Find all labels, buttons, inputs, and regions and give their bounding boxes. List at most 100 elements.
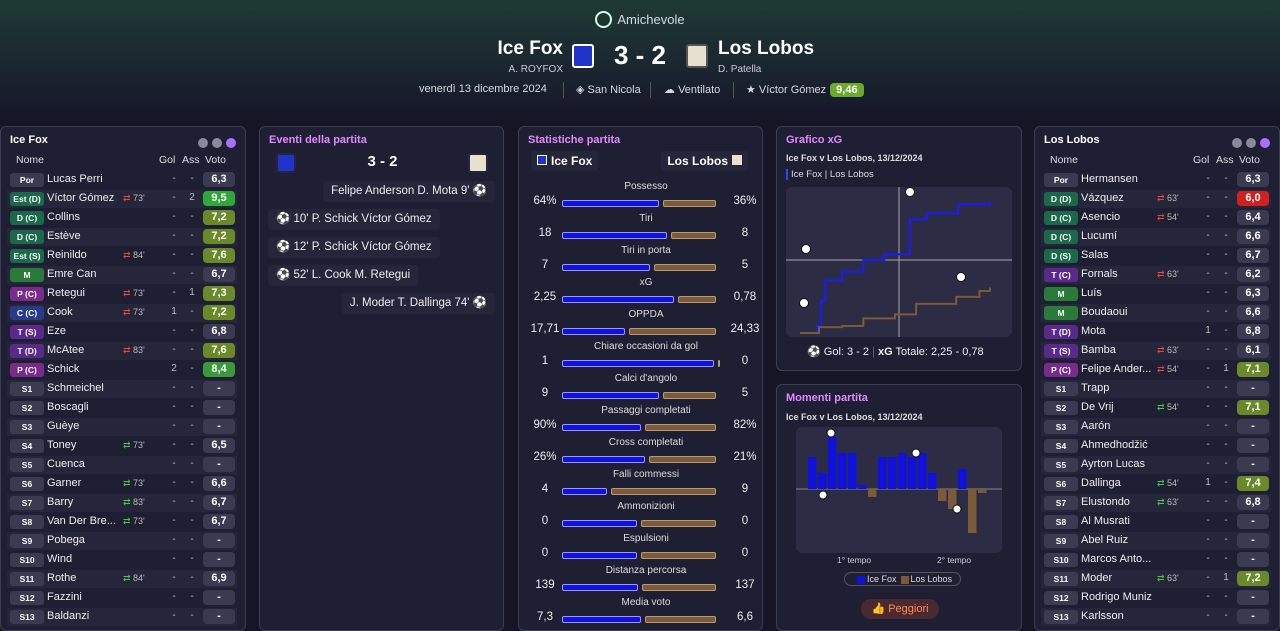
player-name[interactable]: Rothe xyxy=(47,572,77,584)
player-name[interactable]: Hermansen xyxy=(1081,173,1138,185)
player-row[interactable]: T (D) McAtee ⇄ 83' - -7,6 xyxy=(7,342,237,360)
player-row[interactable]: D (D) Vázquez ⇄ 63' - -6,0 xyxy=(1041,190,1271,208)
player-row[interactable]: S2 De Vrij ⇄ 54' - -7,1 xyxy=(1041,399,1271,417)
player-name[interactable]: Salas xyxy=(1081,249,1109,261)
player-row[interactable]: S9 Pobega - - - xyxy=(7,532,237,550)
player-name[interactable]: Baldanzi xyxy=(47,610,90,622)
player-name[interactable]: McAtee xyxy=(47,344,85,356)
dot-icon[interactable] xyxy=(1260,138,1270,148)
dot-icon[interactable] xyxy=(198,138,208,148)
player-row[interactable]: S8 Al Musrati - - - xyxy=(1041,513,1271,531)
player-row[interactable]: S13 Baldanzi - - - xyxy=(7,608,237,626)
player-name[interactable]: Aarón xyxy=(1081,420,1111,432)
player-name[interactable]: Ayrton Lucas xyxy=(1081,458,1146,470)
player-row[interactable]: S4 Toney ⇄ 73' - -6,5 xyxy=(7,437,237,455)
player-row[interactable]: S10 Marcos Anto... - - - xyxy=(1041,551,1271,569)
player-name[interactable]: Rodrigo Muniz xyxy=(1081,591,1152,603)
player-row[interactable]: M Boudaoui - -6,6 xyxy=(1041,304,1271,322)
player-row[interactable]: S13 Karlsson - - - xyxy=(1041,608,1271,626)
player-name[interactable]: Mota xyxy=(1081,325,1106,337)
player-row[interactable]: D (C) Lucumí - -6,6 xyxy=(1041,228,1271,246)
player-row[interactable]: S1 Trapp - - - xyxy=(1041,380,1271,398)
player-row[interactable]: D (C) Collins - -7,2 xyxy=(7,209,237,227)
player-row[interactable]: S1 Schmeichel - - - xyxy=(7,380,237,398)
player-name[interactable]: Dallinga xyxy=(1081,477,1121,489)
player-name[interactable]: Karlsson xyxy=(1081,610,1124,622)
player-name[interactable]: Estève xyxy=(47,230,81,242)
player-row[interactable]: S7 Barry ⇄ 83' - -6,7 xyxy=(7,494,237,512)
dot-icon[interactable] xyxy=(212,138,222,148)
dot-icon[interactable] xyxy=(1246,138,1256,148)
player-row[interactable]: S11 Moder ⇄ 63' - 1 7,2 xyxy=(1041,570,1271,588)
player-name[interactable]: Schick xyxy=(47,363,80,375)
player-name[interactable]: Vázquez xyxy=(1081,192,1124,204)
player-name[interactable]: Van Der Bre... xyxy=(47,515,116,527)
player-row[interactable]: Por Hermansen - -6,3 xyxy=(1041,171,1271,189)
player-name[interactable]: Cuenca xyxy=(47,458,85,470)
player-row[interactable]: P (C) Retegui ⇄ 73' - 1 7,3 xyxy=(7,285,237,303)
player-name[interactable]: Marcos Anto... xyxy=(1081,553,1152,565)
player-row[interactable]: S8 Van Der Bre... ⇄ 73' - -6,7 xyxy=(7,513,237,531)
player-row[interactable]: S3 Aarón - - - xyxy=(1041,418,1271,436)
player-row[interactable]: S2 Boscagli - - - xyxy=(7,399,237,417)
player-name[interactable]: Toney xyxy=(47,439,77,451)
player-name[interactable]: Moder xyxy=(1081,572,1113,584)
event-row[interactable]: ⚽ 10' P. Schick Víctor Gómez xyxy=(268,209,440,230)
player-name[interactable]: Víctor Gómez xyxy=(47,192,115,204)
event-row[interactable]: Felipe Anderson D. Mota 9' ⚽ xyxy=(323,181,495,202)
player-name[interactable]: Abel Ruiz xyxy=(1081,534,1129,546)
home-team-name[interactable]: Ice Fox xyxy=(497,38,563,59)
player-row[interactable]: S11 Rothe ⇄ 84' - -6,9 xyxy=(7,570,237,588)
player-row[interactable]: Est (S) Reinildo ⇄ 84' - -7,6 xyxy=(7,247,237,265)
player-row[interactable]: S3 Guèye - - - xyxy=(7,418,237,436)
player-name[interactable]: Boudaoui xyxy=(1081,306,1128,318)
player-of-match[interactable]: ★ Víctor Gómez 9,46 xyxy=(746,83,864,97)
view-toggle[interactable] xyxy=(1228,135,1270,153)
player-row[interactable]: T (C) Fornals ⇄ 63' - -6,2 xyxy=(1041,266,1271,284)
player-name[interactable]: Eze xyxy=(47,325,66,337)
player-row[interactable]: S5 Ayrton Lucas - - - xyxy=(1041,456,1271,474)
dot-icon[interactable] xyxy=(1232,138,1242,148)
player-row[interactable]: S6 Dallinga ⇄ 54' 1 -7,4 xyxy=(1041,475,1271,493)
player-row[interactable]: P (C) Schick 2 -8,4 xyxy=(7,361,237,379)
player-name[interactable]: Fazzini xyxy=(47,591,82,603)
worst-button[interactable]: 👍 Peggiori xyxy=(861,599,939,619)
player-name[interactable]: Elustondo xyxy=(1081,496,1130,508)
player-row[interactable]: Por Lucas Perri - -6,3 xyxy=(7,171,237,189)
player-name[interactable]: Schmeichel xyxy=(47,382,104,394)
player-name[interactable]: Felipe Ander... xyxy=(1081,363,1152,375)
player-name[interactable]: Ahmedhodžić xyxy=(1081,439,1148,451)
player-name[interactable]: Barry xyxy=(47,496,74,508)
event-row[interactable]: ⚽ 52' L. Cook M. Retegui xyxy=(268,265,419,286)
player-row[interactable]: S6 Garner ⇄ 73' - -6,6 xyxy=(7,475,237,493)
player-row[interactable]: Est (D) Víctor Gómez ⇄ 73' - 2 9,5 xyxy=(7,190,237,208)
player-name[interactable]: Fornals xyxy=(1081,268,1118,280)
player-name[interactable]: Cook xyxy=(47,306,73,318)
player-name[interactable]: Trapp xyxy=(1081,382,1110,394)
player-name[interactable]: Garner xyxy=(47,477,82,489)
player-row[interactable]: M Luís - -6,3 xyxy=(1041,285,1271,303)
player-name[interactable]: Reinildo xyxy=(47,249,87,261)
player-name[interactable]: Retegui xyxy=(47,287,85,299)
player-name[interactable]: Asencio xyxy=(1081,211,1121,223)
player-name[interactable]: Lucas Perri xyxy=(47,173,103,185)
player-row[interactable]: P (C) Felipe Ander... ⇄ 54' - 1 7,1 xyxy=(1041,361,1271,379)
player-name[interactable]: Lucumí xyxy=(1081,230,1118,242)
player-row[interactable]: C (C) Cook ⇄ 73' 1 -7,2 xyxy=(7,304,237,322)
player-name[interactable]: Bamba xyxy=(1081,344,1116,356)
away-manager[interactable]: D. Patella xyxy=(718,64,762,75)
player-row[interactable]: S9 Abel Ruiz - - - xyxy=(1041,532,1271,550)
player-row[interactable]: D (S) Salas - -6,7 xyxy=(1041,247,1271,265)
player-name[interactable]: Boscagli xyxy=(47,401,89,413)
player-name[interactable]: Pobega xyxy=(47,534,85,546)
player-row[interactable]: S5 Cuenca - - - xyxy=(7,456,237,474)
away-team-name[interactable]: Los Lobos xyxy=(718,38,815,59)
player-row[interactable]: T (S) Eze - -6,8 xyxy=(7,323,237,341)
player-name[interactable]: Al Musrati xyxy=(1081,515,1130,527)
player-name[interactable]: Luís xyxy=(1081,287,1102,299)
player-row[interactable]: D (C) Estève - -7,2 xyxy=(7,228,237,246)
player-row[interactable]: S12 Fazzini - - - xyxy=(7,589,237,607)
player-name[interactable]: De Vrij xyxy=(1081,401,1114,413)
player-row[interactable]: T (D) Mota 1 -6,8 xyxy=(1041,323,1271,341)
player-row[interactable]: M Emre Can - -6,7 xyxy=(7,266,237,284)
